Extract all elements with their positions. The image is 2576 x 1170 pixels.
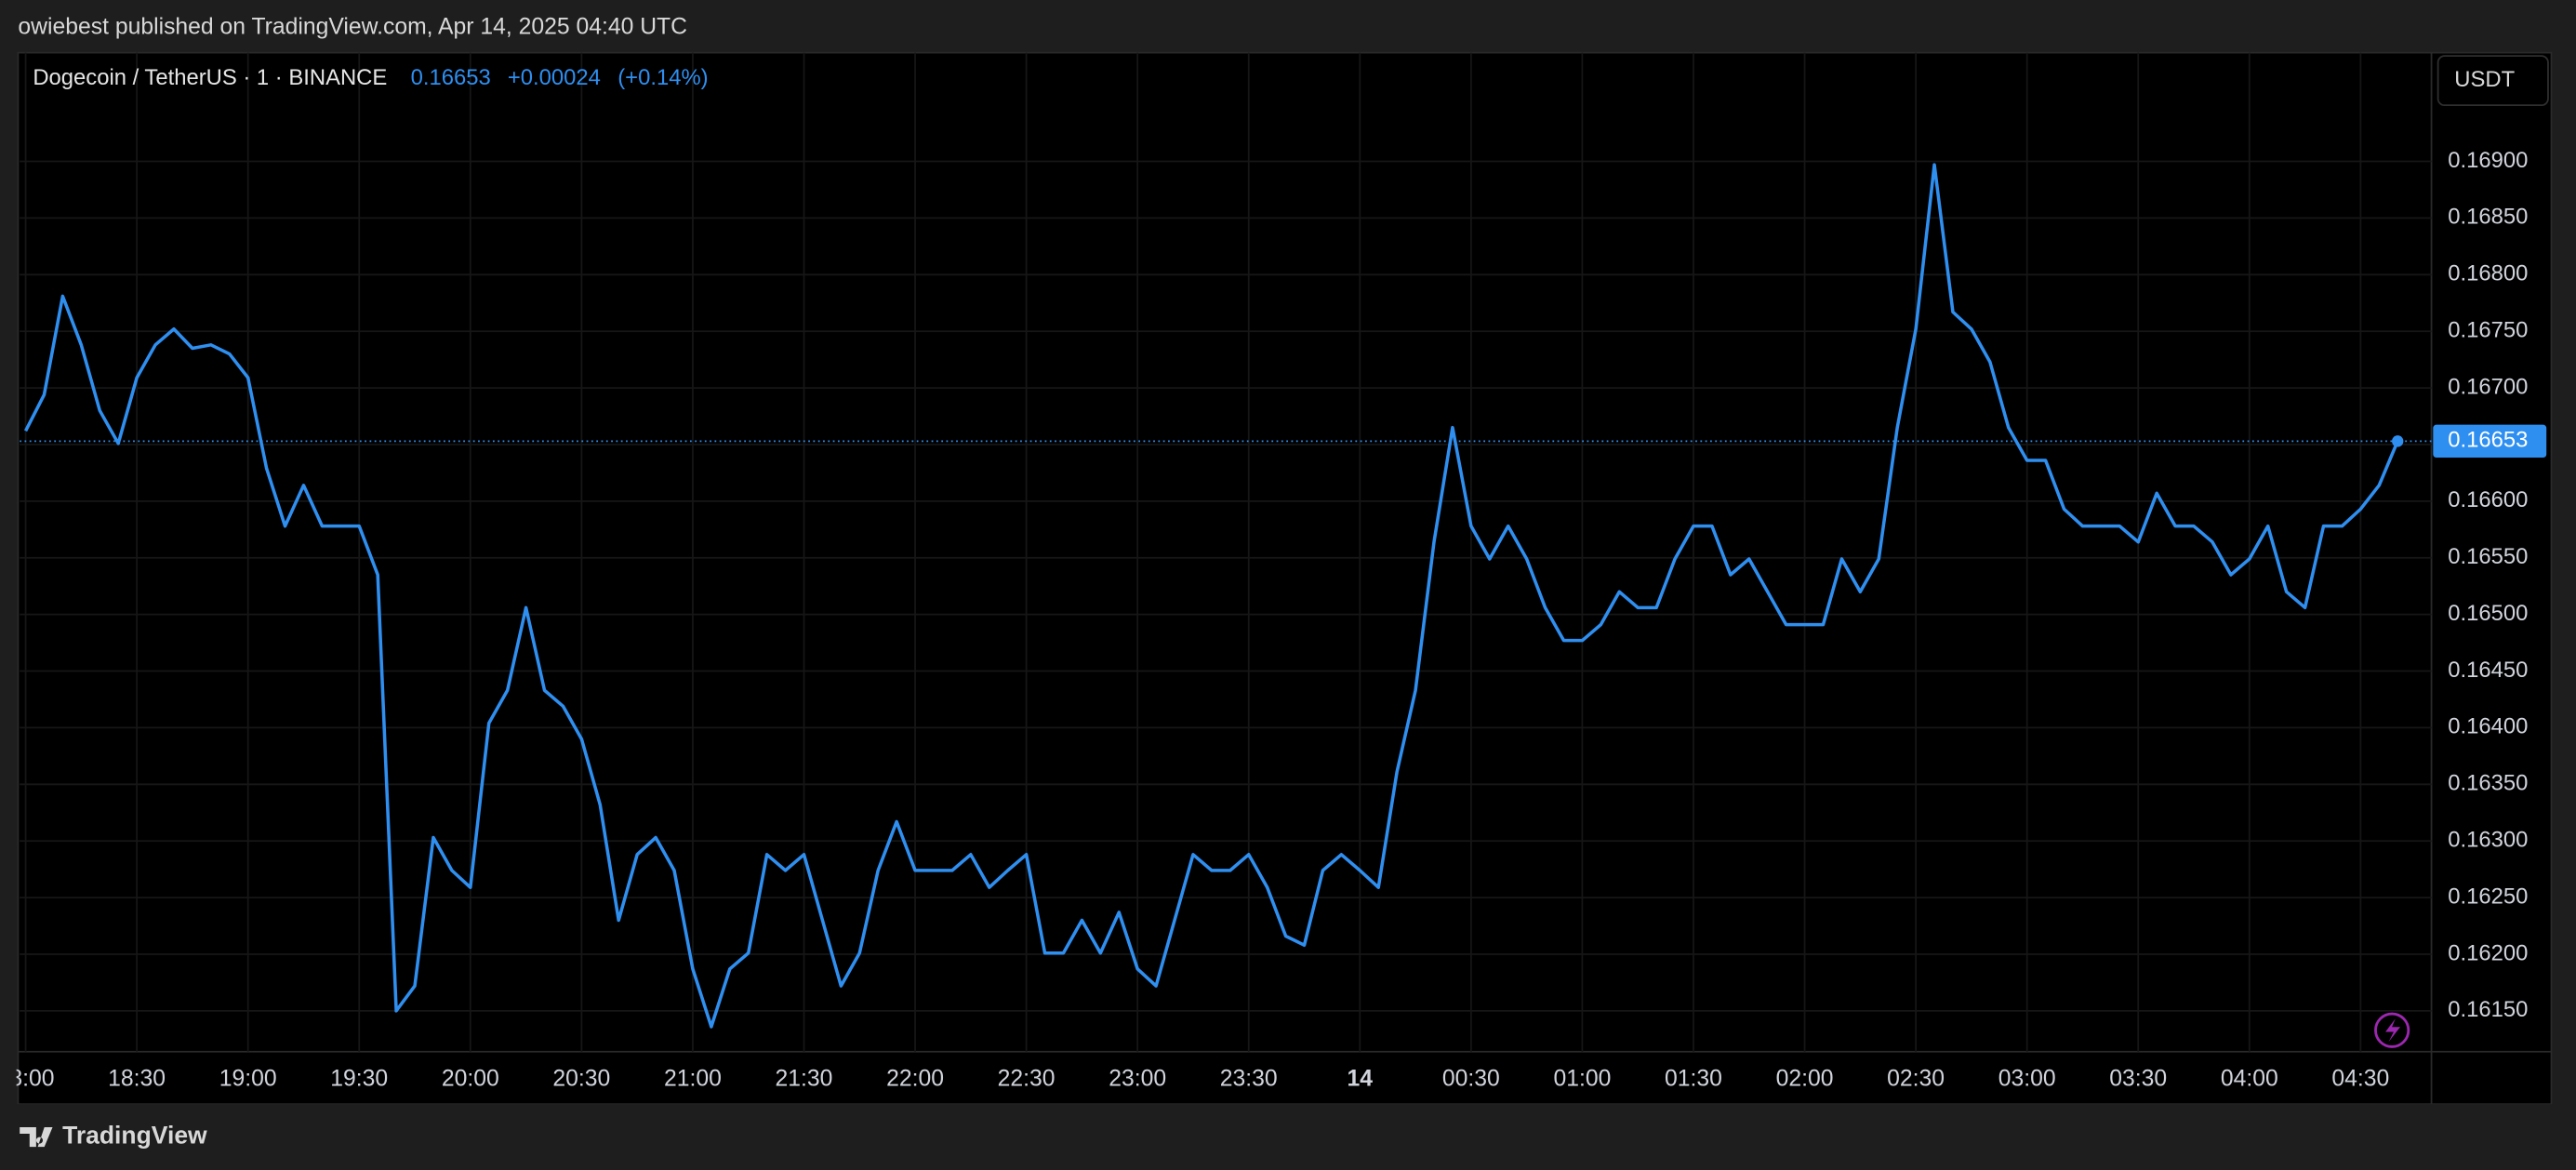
plot	[20, 163, 2432, 1029]
x-tick-label: 14	[1348, 1066, 1374, 1091]
publish-info: owiebest published on TradingView.com, A…	[18, 15, 687, 40]
last-price-badge	[2433, 424, 2547, 458]
last-point	[2392, 435, 2404, 447]
y-tick-label: 0.16600	[2448, 487, 2528, 512]
header-price: 0.16653	[411, 65, 491, 90]
x-tick-label: 21:30	[776, 1066, 833, 1091]
header-change-percent: (+0.14%)	[617, 65, 708, 90]
symbol-title: Dogecoin / TetherUS · 1 · BINANCE	[33, 65, 387, 90]
grid	[20, 52, 2432, 1052]
x-tick-label: 18:00	[0, 1066, 54, 1091]
y-tick-label: 0.16900	[2448, 148, 2528, 173]
x-tick-label: 23:30	[1220, 1066, 1278, 1091]
x-tick-label: 21:00	[664, 1066, 722, 1091]
y-tick-label: 0.16400	[2448, 714, 2528, 739]
x-tick-label: 04:00	[2221, 1066, 2278, 1091]
x-tick-labels: 18:00 18:30 19:00 19:30 20:00 20:30 21:00 21:30…	[0, 1066, 2390, 1091]
x-tick-label: 19:00	[219, 1066, 277, 1091]
lightning-icon[interactable]	[2374, 1012, 2410, 1048]
x-tick-label: 02:30	[1887, 1066, 1945, 1091]
y-tick-label: 0.16500	[2448, 601, 2528, 626]
price-line	[23, 163, 2399, 1029]
x-tick-label: 03:30	[2109, 1066, 2167, 1091]
x-tick-label: 22:00	[886, 1066, 944, 1091]
y-tick-label: 0.16800	[2448, 261, 2528, 286]
chart-panel	[17, 51, 2553, 1106]
header-change: +0.00024	[508, 65, 601, 90]
y-tick-label: 0.16200	[2448, 940, 2528, 965]
y-tick-label: 0.16250	[2448, 884, 2528, 909]
x-tick-label: 18:30	[108, 1066, 166, 1091]
lightning-glyph	[2385, 1018, 2400, 1043]
y-tick-label: 0.16450	[2448, 658, 2528, 683]
y-tick-label: 0.16750	[2448, 317, 2528, 342]
axes: 0.16150 0.16200 0.16250 0.16300 0.16350 0.164…	[0, 148, 2547, 1091]
currency-label: USDT	[2454, 67, 2515, 92]
y-tick-label: 0.16300	[2448, 827, 2528, 852]
y-tick-label: 0.16700	[2448, 374, 2528, 399]
x-tick-label: 22:30	[998, 1066, 1056, 1091]
y-tick-label: 0.16150	[2448, 997, 2528, 1022]
x-tick-label: 04:30	[2331, 1066, 2389, 1091]
footer	[0, 1104, 2576, 1170]
brand-name: TradingView	[62, 1122, 207, 1150]
x-tick-label: 20:30	[552, 1066, 610, 1091]
x-tick-label: 20:00	[442, 1066, 499, 1091]
x-tick-label: 00:30	[1442, 1066, 1500, 1091]
x-tick-label: 23:00	[1109, 1066, 1166, 1091]
last-price-label: 0.16653	[2448, 428, 2528, 453]
x-tick-label: 03:00	[1998, 1066, 2056, 1091]
x-tick-label: 01:30	[1665, 1066, 1722, 1091]
currency-button[interactable]	[2437, 55, 2549, 107]
x-tick-label: 01:00	[1554, 1066, 1612, 1091]
y-tick-label: 0.16350	[2448, 771, 2528, 796]
x-tick-label: 19:30	[330, 1066, 388, 1091]
x-tick-label: 02:00	[1776, 1066, 1834, 1091]
y-tick-label: 0.16550	[2448, 544, 2528, 569]
y-tick-label: 0.16850	[2448, 205, 2528, 230]
